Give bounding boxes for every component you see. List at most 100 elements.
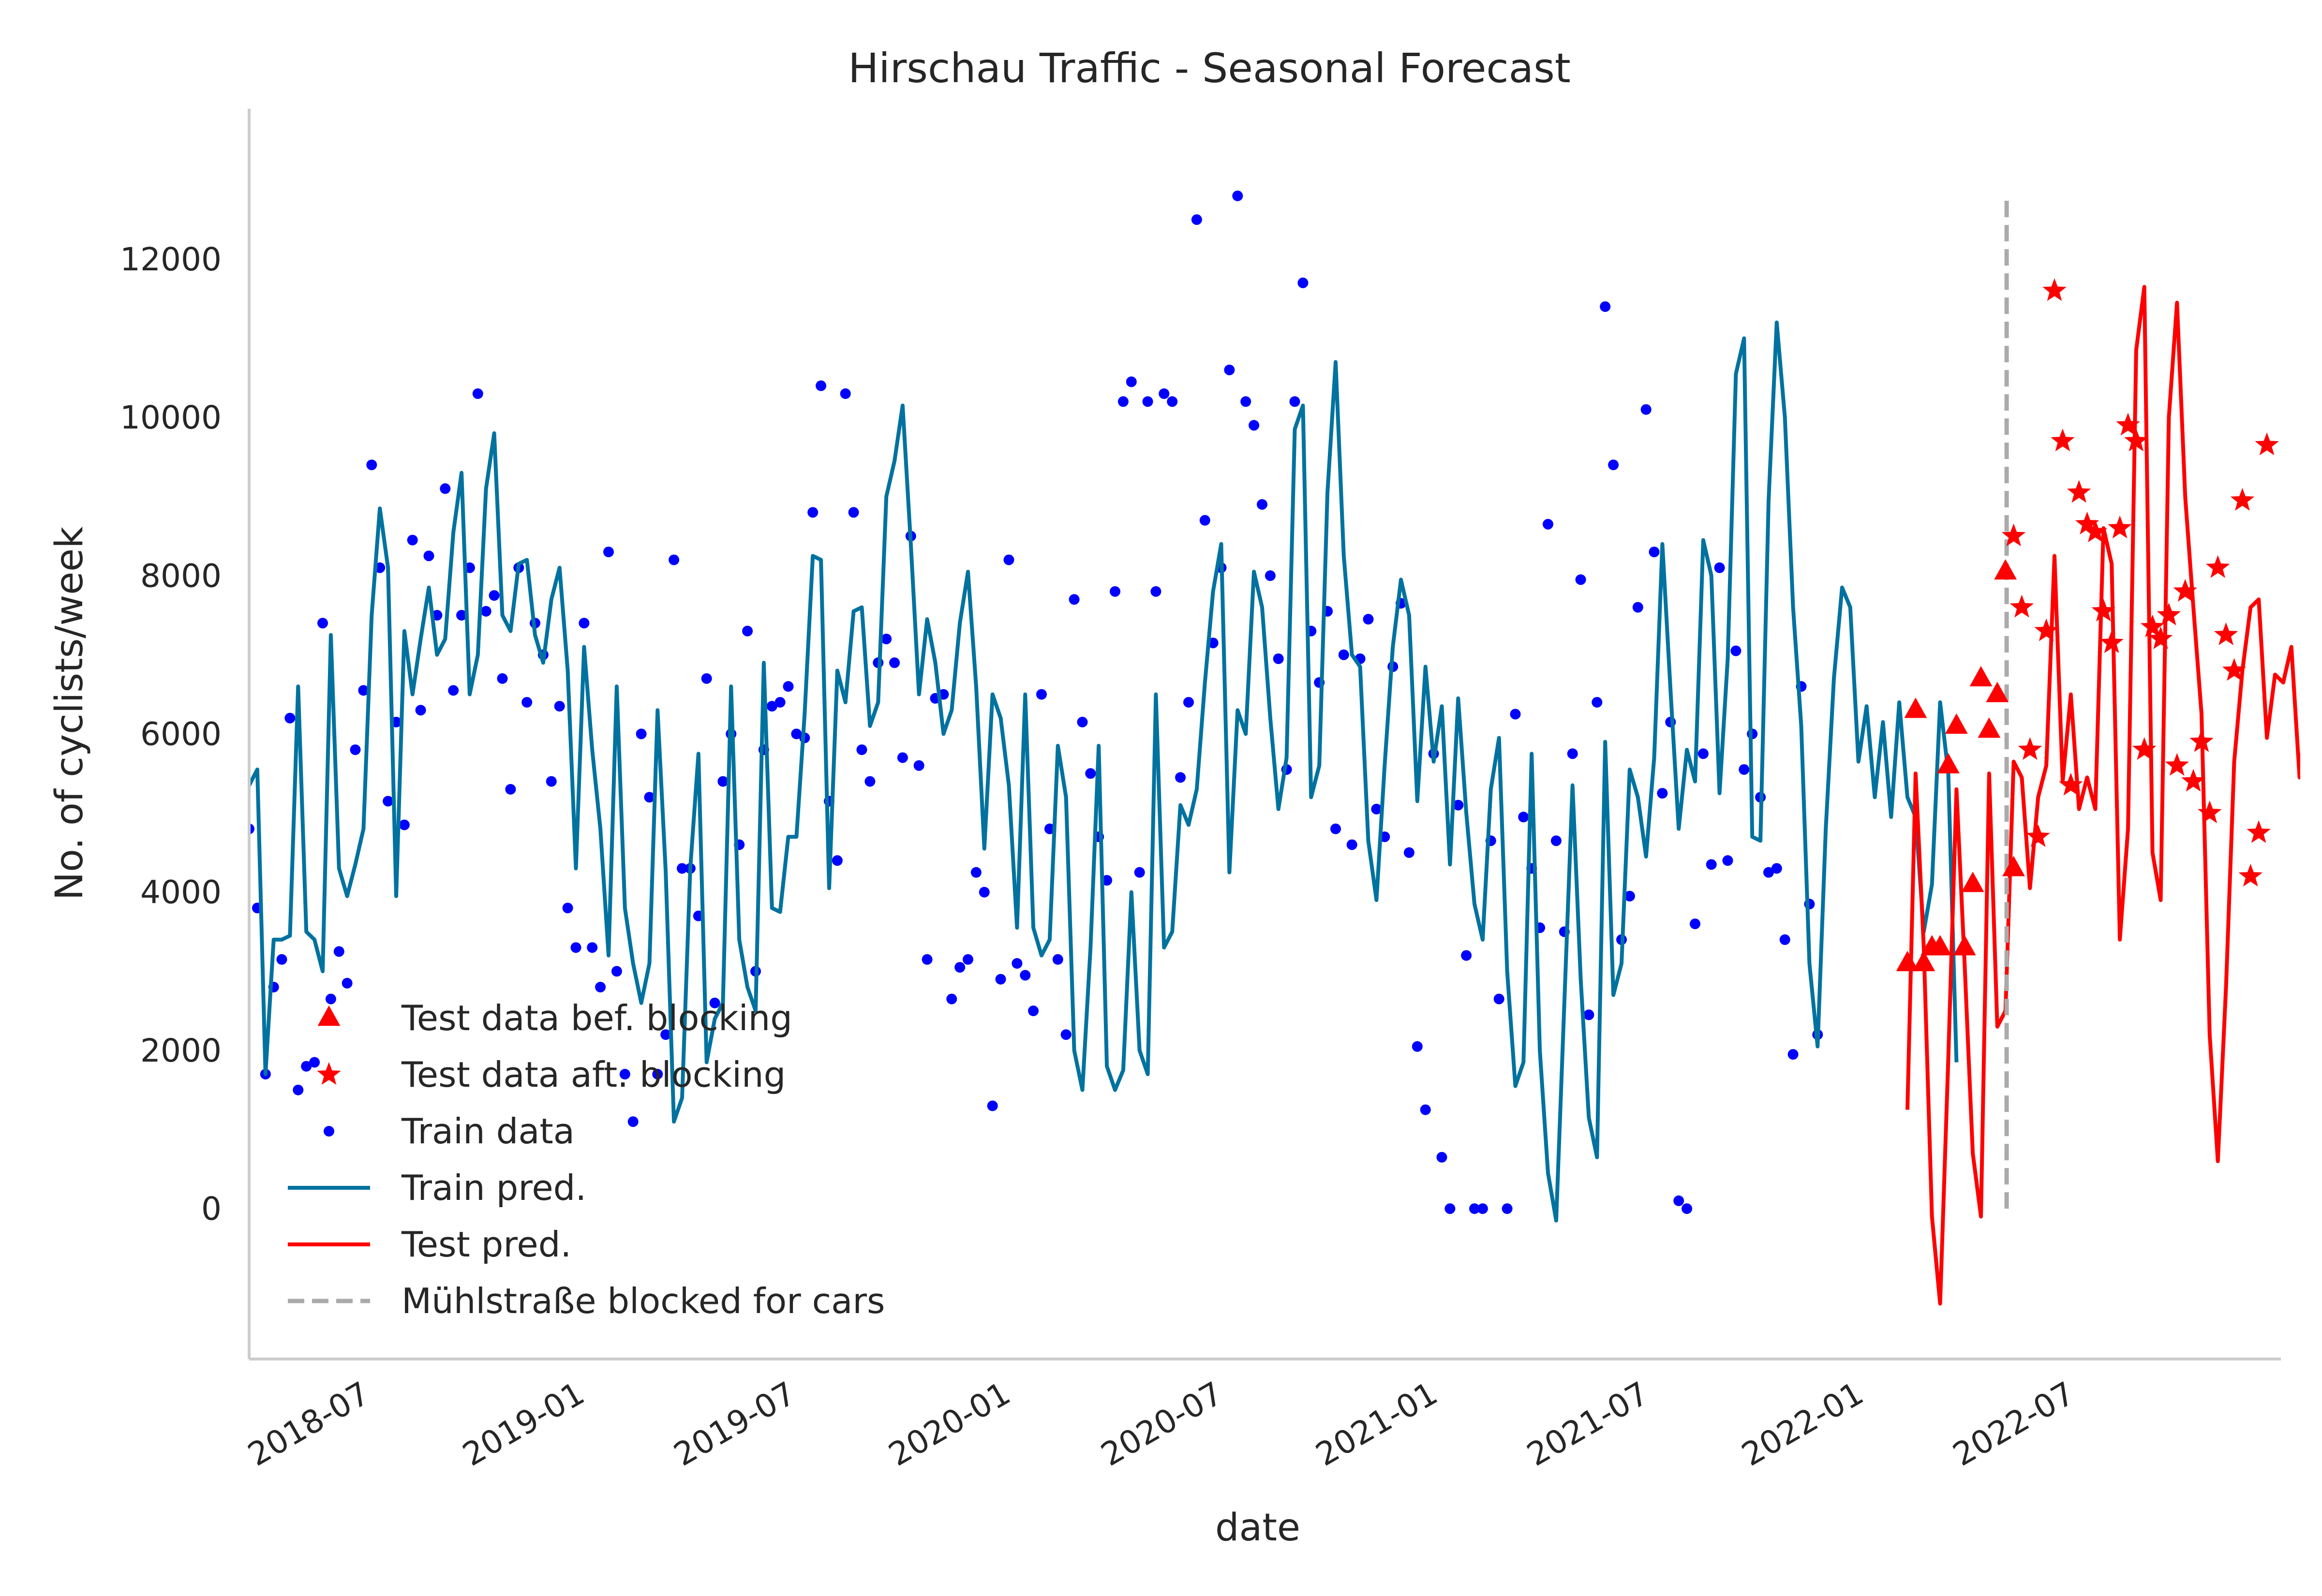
test-after-point — [2034, 618, 2058, 641]
y-tick-label: 2000 — [140, 1032, 222, 1069]
x-tick-label: 2021-07 — [1521, 1374, 1655, 1474]
train-data-point — [1077, 717, 1088, 727]
train-data-point — [350, 744, 361, 755]
train-data-point — [1338, 649, 1349, 660]
train-data-point — [366, 459, 377, 471]
test-before-point — [1994, 559, 2017, 580]
train-data-point — [1175, 772, 1186, 783]
train-data-point — [1502, 1203, 1513, 1214]
legend: Test data bef. blocking Test data aft. bl… — [288, 998, 885, 1321]
test-before-point — [1961, 872, 1984, 892]
test-after-point — [2181, 768, 2205, 792]
train-data-point — [946, 993, 957, 1005]
train-data-point — [1640, 404, 1652, 415]
train-data-point — [554, 701, 565, 712]
train-data-point — [1199, 515, 1210, 526]
train-data-point — [1257, 499, 1267, 510]
train-data-point — [1493, 993, 1504, 1005]
train-data-point — [1052, 954, 1063, 965]
test-before-point — [1937, 753, 1960, 774]
train-data-point — [325, 993, 336, 1005]
train-data-point — [717, 776, 729, 787]
train-data-point — [1249, 420, 1260, 431]
train-data-point — [489, 590, 500, 601]
train-data-point — [1624, 890, 1635, 901]
train-data-point — [897, 752, 908, 763]
train-data-point — [774, 697, 786, 708]
train-data-point — [1289, 396, 1300, 407]
train-data-point — [995, 974, 1006, 985]
test-after-point — [2206, 555, 2230, 578]
legend-triangle-marker — [317, 1005, 341, 1026]
test-after-point — [2173, 579, 2197, 602]
train-data-point — [1412, 1041, 1423, 1052]
train-data-point — [423, 550, 434, 562]
train-data-point — [807, 507, 819, 518]
train-data-point — [1191, 214, 1202, 225]
test-before-point — [1912, 950, 1935, 972]
test-before-points — [1896, 559, 2025, 972]
train-data-point — [456, 610, 467, 621]
train-data-point — [881, 634, 892, 645]
train-data-point — [1085, 768, 1096, 779]
train-data-point — [383, 796, 394, 807]
train-data-point — [913, 760, 924, 771]
train-data-point — [480, 606, 491, 617]
legend-entry: Test pred. — [288, 1224, 571, 1265]
train-data-point — [1110, 586, 1120, 597]
train-data-point — [1453, 799, 1464, 811]
test-after-point — [2051, 429, 2075, 452]
legend-entry: Train pred. — [288, 1167, 586, 1208]
train-data-point — [399, 819, 410, 830]
train-data-point — [1273, 653, 1284, 665]
train-data-point — [1036, 689, 1047, 700]
legend-label: Test data aft. blocking — [401, 1054, 786, 1095]
test-after-point — [2247, 820, 2271, 843]
train-data-point — [1060, 1029, 1072, 1040]
train-data-point — [603, 547, 614, 558]
train-data-point — [1265, 570, 1276, 581]
test-after-point — [2165, 753, 2189, 776]
train-data-point — [1020, 970, 1031, 981]
train-data-point — [579, 618, 590, 629]
test-before-point — [1929, 935, 1951, 956]
train-data-point — [856, 744, 867, 755]
train-data-point — [660, 1029, 671, 1040]
y-tick-label: 6000 — [140, 716, 222, 753]
train-data-point — [1183, 697, 1194, 708]
train-data-point — [505, 784, 516, 795]
train-data-point — [611, 966, 622, 977]
plot-area — [249, 191, 2300, 1306]
train-data-point — [1583, 1009, 1594, 1020]
train-data-point — [284, 712, 296, 724]
test-before-point — [1978, 717, 2001, 738]
train-data-point — [1371, 803, 1382, 814]
train-data-point — [448, 685, 459, 696]
train-data-point — [783, 681, 794, 692]
train-data-point — [1142, 396, 1153, 407]
train-data-point — [619, 1069, 630, 1079]
train-data-point — [987, 1100, 998, 1111]
test-before-point — [1969, 665, 1993, 687]
train-data-point — [1126, 376, 1137, 387]
test-after-point — [2132, 737, 2157, 760]
test-after-point — [2140, 614, 2165, 637]
test-before-point — [1945, 713, 1968, 734]
test-after-point — [2214, 622, 2238, 645]
test-after-point — [2001, 523, 2026, 547]
train-data-point — [1543, 518, 1553, 530]
train-data-point — [407, 534, 418, 546]
train-data-point — [1117, 396, 1129, 407]
y-tick-label: 12000 — [120, 241, 222, 278]
train-data-point — [1159, 388, 1170, 399]
test-before-point — [2002, 856, 2025, 876]
train-data-point — [840, 388, 851, 399]
test-after-point — [2108, 516, 2132, 539]
legend-star-marker — [317, 1062, 341, 1085]
train-data-point — [954, 962, 966, 973]
test-before-point — [1986, 681, 2009, 702]
legend-entry: Mühlstraße blocked for cars — [288, 1281, 885, 1321]
y-axis-label: No. of cyclists/week — [48, 527, 91, 901]
